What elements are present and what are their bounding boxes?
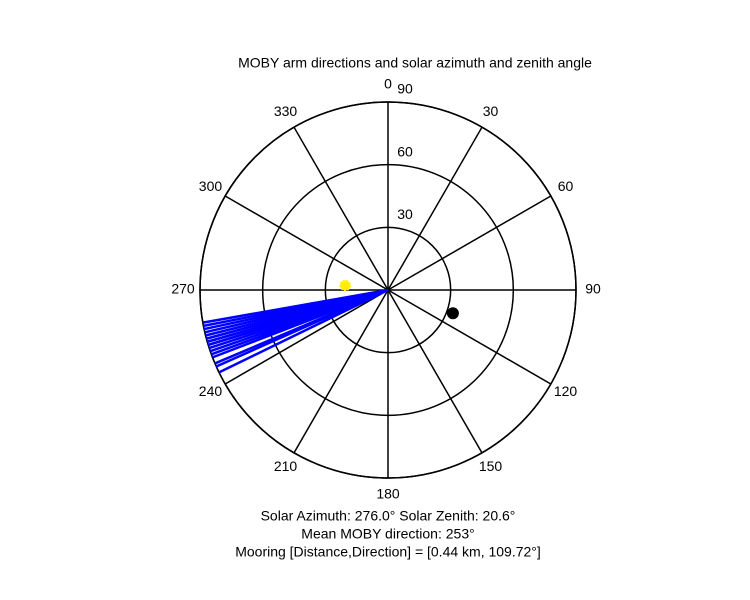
arm-direction <box>202 288 389 324</box>
r-tick-label: 60 <box>397 143 413 159</box>
theta-grid-line <box>224 195 389 291</box>
theta-tick-label: 90 <box>585 281 601 297</box>
theta-tick-label: 210 <box>274 458 298 474</box>
theta-tick-label: 150 <box>479 458 503 474</box>
theta-grid-line <box>293 289 389 454</box>
theta-tick-label: 30 <box>483 103 499 119</box>
theta-tick-label: 0 <box>384 76 392 92</box>
solar-marker <box>339 279 351 292</box>
annotation: Mooring [Distance,Direction] = [0.44 km,… <box>235 544 541 560</box>
theta-grid-line <box>387 195 552 291</box>
theta-tick-label: 330 <box>274 103 298 119</box>
annotation: Solar Azimuth: 276.0° Solar Zenith: 20.6… <box>261 508 516 524</box>
theta-tick-label: 60 <box>558 178 574 194</box>
theta-tick-label: 300 <box>199 178 223 194</box>
theta-tick-label: 240 <box>199 383 223 399</box>
theta-grid-line <box>387 289 483 454</box>
theta-tick-label: 180 <box>376 486 400 502</box>
theta-grid-line <box>387 289 552 385</box>
chart-title: MOBY arm directions and solar azimuth an… <box>238 55 592 71</box>
theta-grid-line <box>387 126 483 291</box>
annotation: Mean MOBY direction: 253° <box>301 526 474 542</box>
r-tick-label: 30 <box>397 206 413 222</box>
theta-tick-label: 120 <box>554 383 578 399</box>
theta-tick-label: 270 <box>171 281 195 297</box>
mooring-marker <box>446 307 459 320</box>
theta-grid-line <box>293 126 389 291</box>
theta-grid-line <box>224 289 389 385</box>
r-tick-label: 90 <box>397 81 413 97</box>
